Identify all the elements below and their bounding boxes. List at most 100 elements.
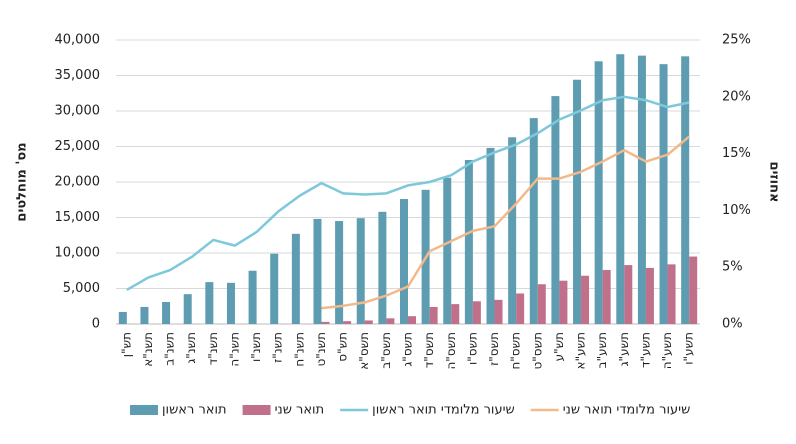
bar [162,301,171,324]
x-tick-label: תשע"ד [638,332,652,368]
bar [118,311,127,324]
x-tick-label: תשס"ט [530,332,544,369]
bar [140,306,149,324]
x-tick-label: תשע"ו [682,332,696,365]
bar [248,270,257,324]
y-tick-label: 20,000 [55,175,101,190]
legend-item: שיעור מלומדי תואר שני [530,403,691,418]
x-tick-label: תשנ"ד [206,332,220,365]
bar [594,61,603,325]
x-tick-label: תשנ"ט [314,332,328,367]
bar [386,318,395,324]
y-tick-label: 40,000 [55,33,101,48]
x-tick-label: תשס"ו [465,332,479,365]
x-tick-label: תשנ"ז [271,332,285,363]
x-tick-label: תשע"ב [595,332,609,368]
y-tick-label: 35,000 [55,68,101,83]
x-tick-label: תשנ"ו [249,332,263,362]
legend-swatch [130,405,158,415]
bar [356,218,365,324]
x-tick-label: תש"ן [119,332,133,357]
x-tick-label: תשס"ד [422,332,436,368]
bar [321,321,330,324]
bar [429,306,438,324]
y-tick-label: 10,000 [55,246,101,261]
bar [659,64,668,324]
bar [408,316,416,324]
bar [291,233,300,324]
x-tick-label: תשס"ב [379,332,393,369]
legend-item: תואר ראשון [130,403,227,418]
bar [573,79,582,324]
legend-label: שיעור מלומדי תואר שני [563,403,691,418]
x-tick-label: תשס"ז [487,332,501,366]
bar [494,299,503,324]
bar [602,270,611,324]
y-tick-label: 15,000 [55,210,101,225]
bar [559,280,568,324]
bar [616,54,625,324]
x-tick-label: תשנ"א [141,332,155,367]
y2-tick-label: 15% [722,146,751,161]
bar [443,177,452,324]
y2-tick-label: 25% [722,33,751,48]
legend-item: תואר שני [242,403,325,418]
legend-swatch [242,405,271,415]
bar [537,284,546,324]
bar [516,293,525,324]
y2-tick-label: 20% [722,89,751,104]
bar [581,275,590,324]
line [126,95,690,292]
legend-label: תואר ראשון [162,403,227,418]
bar [508,137,517,324]
bar [364,320,373,324]
x-tick-label: תשס"ח [509,332,523,370]
bar [529,118,538,324]
bar [400,199,408,324]
x-tick-label: תשס"ג [401,332,415,367]
bar [451,304,460,324]
x-tick-label: תש"ע [552,332,566,361]
bar [226,282,235,324]
y-tick-label: 25,000 [55,139,101,154]
y-tick-label: 30,000 [55,104,101,119]
bar [486,147,495,324]
bar [183,294,192,324]
line [321,135,690,310]
bar [551,96,560,324]
x-tick-label: תשס"א [357,332,371,370]
bar [205,282,214,324]
bar [270,253,279,324]
y2-axis-label: אחוזים [767,162,782,203]
bar [667,264,676,324]
bar [335,221,344,324]
y-tick-label: 5,000 [63,281,100,296]
y-axis-label: מס' מוחלטים [15,142,30,221]
bar [472,301,481,324]
bar [645,267,654,324]
bar [343,321,352,324]
y2-tick-label: 0% [722,317,743,332]
x-tick-label: תשנ"ח [292,332,306,367]
legend-label: שיעור מלומדי תואר ראשון [372,403,515,418]
x-tick-label: תש"ס [336,332,350,362]
bar [464,159,473,324]
y2-tick-label: 10% [722,203,751,218]
x-tick-label: תשנ"ג [184,332,198,364]
x-tick-label: תשנ"ב [163,332,177,366]
bar [681,56,690,325]
bar [689,256,698,324]
bar [637,55,646,325]
legend-label: תואר שני [275,403,325,418]
y-tick-label: 0 [92,317,100,332]
bar [378,211,387,324]
bar [624,265,633,324]
y2-tick-label: 5% [722,260,743,275]
x-tick-label: תשנ"ה [227,332,241,367]
x-tick-label: תשע"ג [617,332,631,366]
bar [313,218,322,324]
x-tick-label: תשע"ה [660,332,674,369]
legend-item: שיעור מלומדי תואר ראשון [340,403,515,418]
x-tick-label: תשע"א [574,332,588,369]
